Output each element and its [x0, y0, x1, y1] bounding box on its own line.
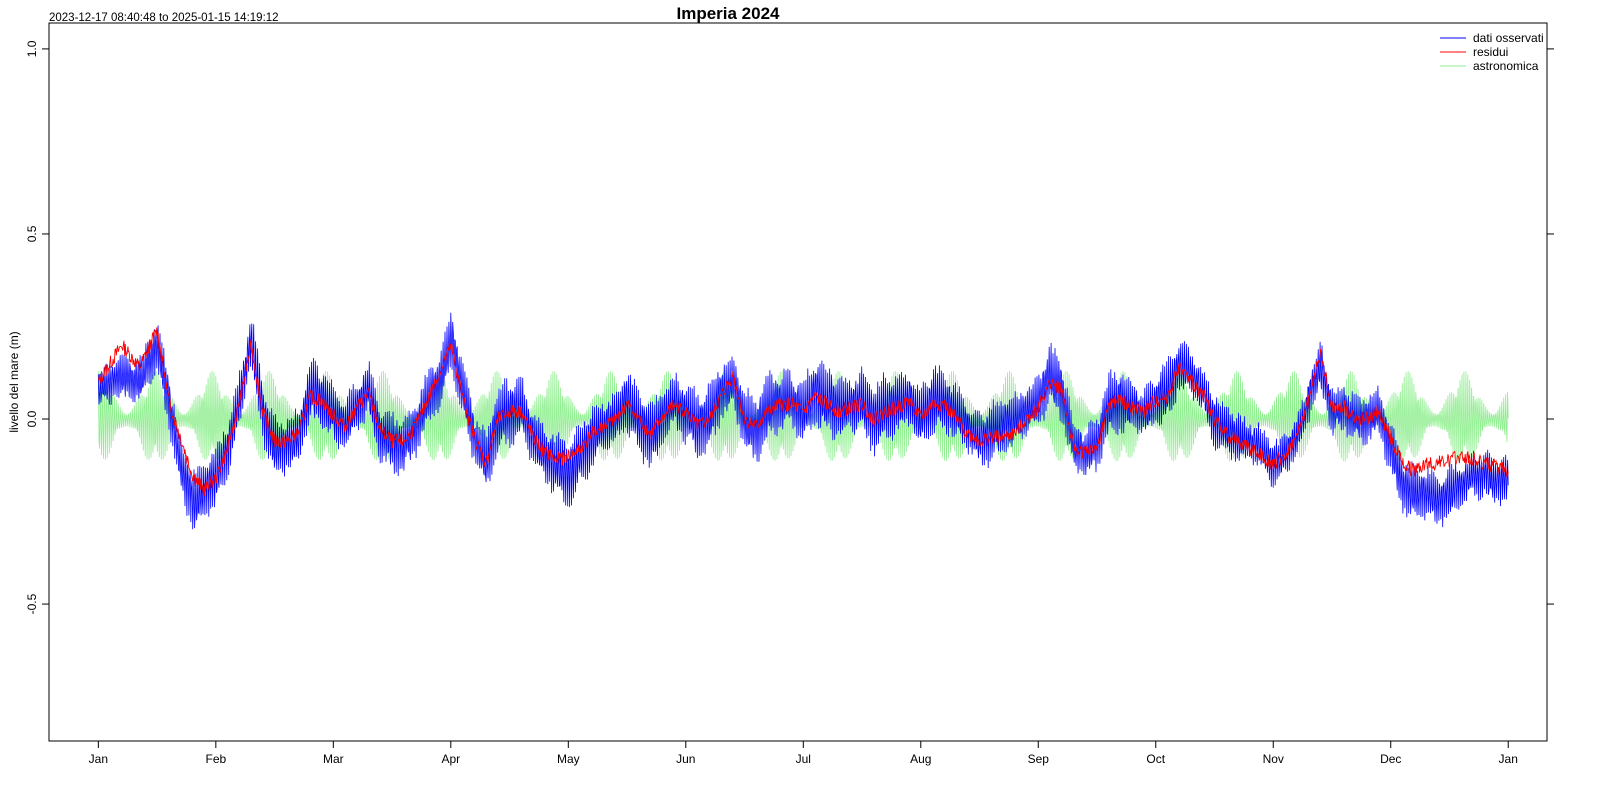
legend: dati osservati residui astronomica	[1440, 31, 1544, 73]
legend-label-dati-osservati: dati osservati	[1473, 31, 1544, 45]
y-axis-right-ticks	[1547, 48, 1554, 605]
y-tick-label-0: -0.5	[25, 593, 39, 614]
x-tick-label-2: Mar	[323, 752, 344, 766]
x-tick-label-12: Jan	[1499, 752, 1518, 766]
chart-title: Imperia 2024	[676, 4, 780, 23]
series-line-dati-osservati	[97, 312, 1509, 530]
legend-label-astronomica: astronomica	[1473, 59, 1539, 73]
x-tick-label-9: Oct	[1146, 752, 1165, 766]
x-tick-label-8: Sep	[1028, 752, 1050, 766]
x-tick-label-3: Apr	[441, 752, 460, 766]
series-line-residui	[97, 327, 1509, 497]
y-axis: -0.5 0.0 0.5 1.0	[25, 40, 49, 614]
chart-subtitle: 2023-12-17 08:40:48 to 2025-01-15 14:19:…	[49, 12, 279, 24]
series-residui-group	[97, 327, 1509, 497]
x-axis: Jan Feb Mar Apr May Jun Jul Aug Sep Oct Nov Dec Jan	[89, 740, 1518, 766]
y-tick-label-3: 1.0	[25, 40, 39, 57]
y-axis-label: livello del mare (m)	[7, 331, 21, 432]
x-tick-label-4: May	[557, 752, 580, 766]
x-tick-label-5: Jun	[676, 752, 695, 766]
legend-label-residui: residui	[1473, 45, 1508, 59]
x-tick-label-11: Dec	[1380, 752, 1401, 766]
x-tick-label-1: Feb	[205, 752, 226, 766]
series-dati-osservati-group	[97, 312, 1509, 530]
y-tick-label-2: 0.5	[25, 225, 39, 242]
x-tick-label-7: Aug	[910, 752, 931, 766]
x-tick-label-6: Jul	[796, 752, 811, 766]
x-tick-label-0: Jan	[89, 752, 108, 766]
x-tick-label-10: Nov	[1263, 752, 1284, 766]
y-tick-label-1: 0.0	[25, 410, 39, 427]
